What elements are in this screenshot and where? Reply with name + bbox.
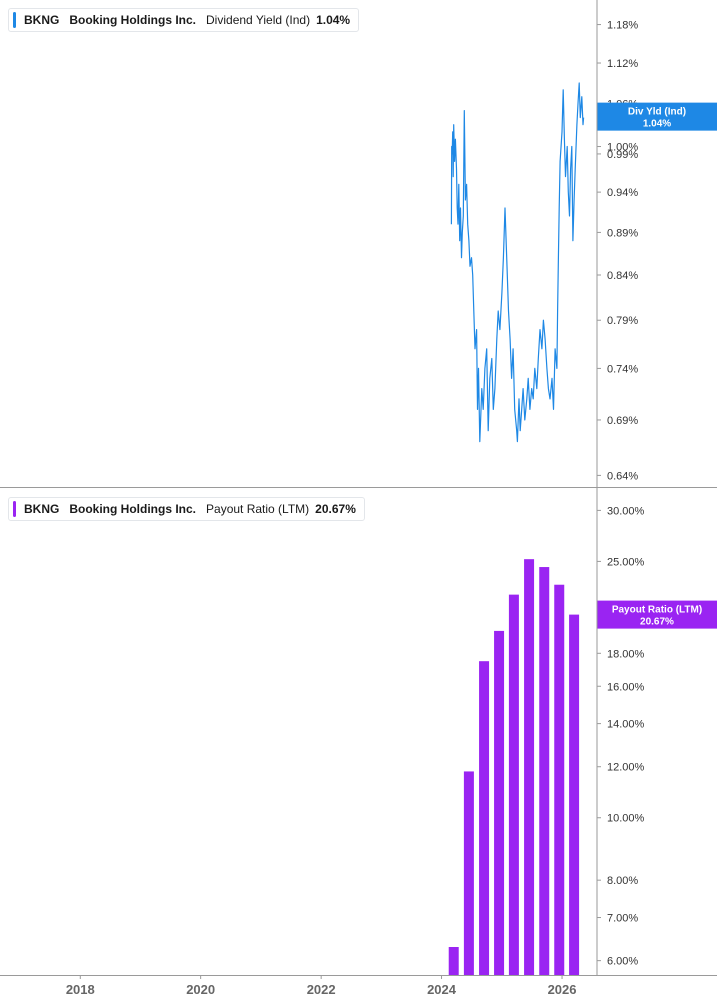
y-tick-label: 0.89% [607, 227, 638, 239]
y-tick-label: 0.64% [607, 470, 638, 482]
last-value-label: Div Yld (Ind) [628, 107, 686, 118]
y-tick-label: 6.00% [607, 956, 638, 968]
payout-bar[interactable] [463, 771, 474, 975]
legend-company: Booking Holdings Inc. [69, 502, 197, 516]
y-tick-label: 1.00% [607, 142, 638, 154]
payout-ratio-swatch [13, 501, 16, 517]
y-tick-label: 16.00% [607, 681, 645, 693]
legend-metric: Dividend Yield (Ind) [206, 13, 311, 27]
last-value-label: Payout Ratio (LTM) [612, 605, 702, 616]
legend-ticker: BKNG [24, 502, 60, 516]
y-tick-label: 0.84% [607, 270, 638, 282]
last-value-tag [597, 102, 717, 131]
payout-bar[interactable] [554, 584, 565, 975]
x-tick-label: 2024 [427, 982, 457, 997]
last-value-tag [597, 600, 717, 629]
payout-bar[interactable] [508, 594, 519, 975]
y-tick-label: 8.00% [607, 875, 638, 887]
x-axis: 2018 2020 2022 2024 2026 [66, 975, 577, 997]
payout-ratio-panel: 30.00% 25.00% 18.00% 16.00% 14.00% 12.00% 10.0… [448, 505, 717, 975]
legend-ticker: BKNG [24, 13, 60, 27]
y-tick-label: 0.99% [607, 149, 638, 161]
legend-value: 20.67% [315, 502, 356, 516]
axes-frame [0, 0, 717, 976]
y-tick-label: 7.00% [607, 913, 638, 925]
y-tick-label: 30.00% [607, 505, 645, 517]
payout-bar[interactable] [569, 614, 580, 975]
payout-bar[interactable] [524, 559, 535, 975]
x-tick-label: 2020 [186, 982, 215, 997]
y-tick-label: 25.00% [607, 556, 645, 568]
y-tick-label: 0.74% [607, 363, 638, 375]
payout-ratio-legend[interactable]: BKNG Booking Holdings Inc. Payout Ratio … [8, 497, 365, 521]
y-tick-label: 0.94% [607, 187, 638, 199]
y-tick-label: 10.00% [607, 813, 645, 825]
y-tick-label: 1.18% [607, 20, 638, 32]
legend-value: 1.04% [316, 13, 351, 27]
y-tick-label: 0.79% [607, 315, 638, 327]
last-value-number: 1.04% [643, 119, 671, 130]
dividend-yield-line[interactable] [450, 82, 585, 443]
y-tick-label: 0.69% [607, 415, 638, 427]
dividend-yield-legend[interactable]: BKNG Booking Holdings Inc. Dividend Yiel… [8, 8, 360, 32]
payout-bar[interactable] [539, 567, 550, 975]
last-value-number: 20.67% [640, 617, 674, 628]
payout-bar[interactable] [448, 947, 459, 975]
payout-bar[interactable] [479, 661, 490, 975]
x-tick-label: 2026 [548, 982, 577, 997]
y-tick-label: 18.00% [607, 648, 645, 660]
x-tick-label: 2022 [307, 982, 336, 997]
y-tick-label: 12.00% [607, 762, 645, 774]
y-tick-label: 1.12% [607, 58, 638, 70]
y-tick-label: 14.00% [607, 719, 645, 731]
dividend-yield-swatch [13, 12, 16, 28]
legend-metric: Payout Ratio (LTM) [206, 502, 310, 516]
x-tick-label: 2018 [66, 982, 95, 997]
legend-company: Booking Holdings Inc. [69, 13, 197, 27]
dividend-yield-panel: 1.18%1.12%1.06%1.00%0.99%0.94%0.89%0.84%… [450, 20, 717, 482]
payout-bar[interactable] [494, 630, 505, 975]
